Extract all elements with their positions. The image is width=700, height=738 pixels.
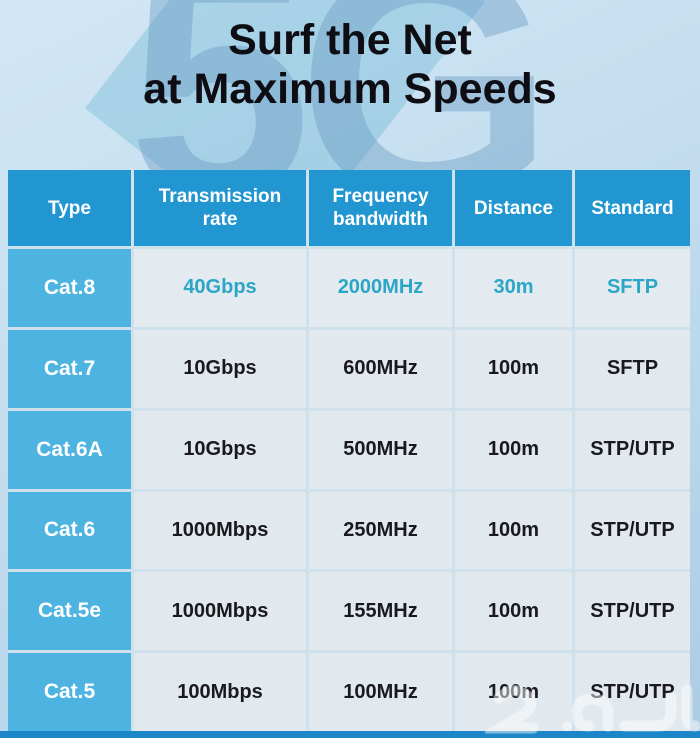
bottom-border-bar (0, 731, 700, 738)
row-cat7-type: Cat.7 (8, 329, 131, 408)
row-cat5-type: Cat.5 (8, 653, 131, 731)
row-cat8-frequency-bandwidth: 2000MHz (309, 249, 452, 327)
page-title: Surf the Net at Maximum Speeds (0, 0, 700, 114)
row-cat6a-type: Cat.6A (8, 410, 131, 489)
title-line2: at Maximum Speeds (143, 65, 557, 113)
row-cat5-standard: STP/UTP (575, 653, 690, 731)
row-cat6a-frequency-bandwidth: 500MHz (309, 410, 452, 489)
header-cell-type: Type (8, 170, 131, 246)
row-cat7-frequency-bandwidth: 600MHz (309, 329, 452, 408)
row-cat6a-distance: 100m (455, 410, 572, 489)
header-cell-frequency-bandwidth: Frequency bandwidth (309, 170, 452, 246)
title-line1: Surf the Net (228, 16, 472, 64)
row-cat6-type: Cat.6 (8, 491, 131, 570)
row-cat8-transmission-rate: 40Gbps (134, 249, 306, 327)
cable-comparison-table: Type Transmission rate Frequency bandwid… (8, 170, 690, 731)
5g-watermark: 5G (128, 0, 554, 170)
row-cat5e-standard: STP/UTP (575, 572, 690, 651)
row-cat5e-transmission-rate: 1000Mbps (134, 572, 306, 651)
header-cell-transmission-rate: Transmission rate (134, 170, 306, 246)
header-cell-distance: Distance (455, 170, 572, 246)
row-cat8-standard: SFTP (575, 249, 690, 327)
title-area: 5G Surf the Net at Maximum Speeds (0, 0, 700, 170)
row-cat8-type: Cat.8 (8, 249, 131, 327)
row-cat5e-distance: 100m (455, 572, 572, 651)
row-cat6a-standard: STP/UTP (575, 410, 690, 489)
header-cell-standard: Standard (575, 170, 690, 246)
row-cat7-standard: SFTP (575, 329, 690, 408)
row-cat7-transmission-rate: 10Gbps (134, 329, 306, 408)
row-cat8-distance: 30m (455, 249, 572, 327)
row-cat6a-transmission-rate: 10Gbps (134, 410, 306, 489)
row-cat5-frequency-bandwidth: 100MHz (309, 653, 452, 731)
row-cat6-distance: 100m (455, 491, 572, 570)
row-cat5e-type: Cat.5e (8, 572, 131, 651)
row-cat5e-frequency-bandwidth: 155MHz (309, 572, 452, 651)
haraj-logo-watermark (485, 684, 700, 734)
row-cat5-distance: 100m (455, 653, 572, 731)
row-cat6-transmission-rate: 1000Mbps (134, 491, 306, 570)
row-cat6-standard: STP/UTP (575, 491, 690, 570)
row-cat5-transmission-rate: 100Mbps (134, 653, 306, 731)
row-cat6-frequency-bandwidth: 250MHz (309, 491, 452, 570)
row-cat7-distance: 100m (455, 329, 572, 408)
